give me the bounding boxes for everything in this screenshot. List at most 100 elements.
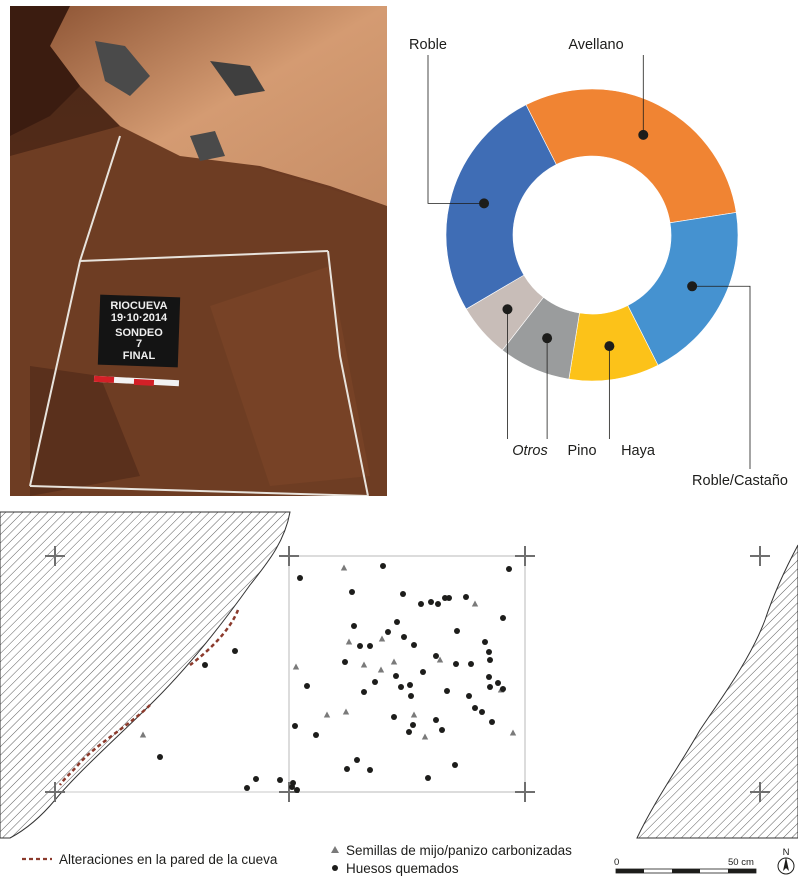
bone-marker [244,785,250,791]
seed-marker [345,638,353,645]
bone-marker [357,643,363,649]
bone-marker [290,780,296,786]
scale-bar-end: 50 cm [728,857,754,868]
board-line-4: 7 [136,338,142,350]
seed-marker [390,658,398,665]
donut-leader-roble-casta-o [692,285,751,469]
bone-marker [435,601,441,607]
seed-marker [340,564,348,571]
grid-cross-7 [515,782,535,802]
board-line-3: SONDEO [115,327,163,339]
bone-marker [253,776,259,782]
bone-marker [361,689,367,695]
bone-marker [391,714,397,720]
seed-legend-marker [331,846,339,853]
bone-marker [482,639,488,645]
seed-marker [471,600,479,607]
site-plan [0,511,798,839]
bone-marker [486,649,492,655]
bone-marker [292,723,298,729]
bone-marker [468,661,474,667]
bone-marker [500,615,506,621]
find-points [139,563,517,793]
bone-marker [463,594,469,600]
north-arrow-icon: N [777,847,795,875]
bone-marker [411,642,417,648]
bone-marker [157,754,163,760]
bone-marker [400,591,406,597]
bone-marker [349,589,355,595]
grid-crosses [45,546,770,802]
bone-marker [454,628,460,634]
bone-marker [313,732,319,738]
donut-slice-roble [445,104,557,310]
donut-label-avellano: Avellano [568,37,623,53]
bone-marker [393,673,399,679]
bone-marker [380,563,386,569]
excavation-square [288,555,526,793]
wood-taxa-donut-chart: Avellano Roble/Castaño Haya Pino Otros Roble [409,37,788,489]
donut-label-pino: Pino [567,443,596,459]
bone-marker [472,705,478,711]
bone-marker [418,601,424,607]
grid-cross-8 [750,782,770,802]
bone-marker [277,777,283,783]
cave-wall-right [636,544,798,839]
bone-marker [410,722,416,728]
scale-bar: 0 50 cm [614,857,757,874]
bone-marker [394,619,400,625]
seed-marker [378,635,386,642]
scale-bar-start: 0 [614,857,619,868]
donut-leader-roble [427,55,485,204]
bone-marker [202,662,208,668]
seed-marker [360,661,368,668]
grid-cross-1 [45,546,65,566]
grid-cross-4 [750,546,770,566]
bone-marker [487,657,493,663]
bone-marker [439,727,445,733]
bone-marker [385,629,391,635]
bone-marker [433,717,439,723]
seed-marker [509,729,517,736]
donut-label-haya: Haya [621,443,656,459]
seed-legend-label: Semillas de mijo/panizo carbonizadas [346,843,572,858]
bone-marker [294,787,300,793]
bone-marker [489,719,495,725]
bone-marker [453,661,459,667]
bone-marker [351,623,357,629]
seed-marker [377,666,385,673]
north-label: N [783,847,790,858]
bone-marker [367,767,373,773]
donut-slice-roble-casta-o [627,212,739,366]
board-line-1: RIOCUEVA [110,300,167,312]
bone-marker [420,669,426,675]
bone-marker [372,679,378,685]
grid-cross-5 [45,782,65,802]
grid-cross-3 [515,546,535,566]
bone-marker [407,682,413,688]
bone-marker [428,599,434,605]
seed-marker [436,656,444,663]
donut-label-roble: Roble [409,37,447,53]
bone-marker [342,659,348,665]
scale-bar-in-photo [93,375,180,387]
wall-alteration-line [58,609,240,786]
bone-marker [433,653,439,659]
bone-marker [486,674,492,680]
bone-marker [487,684,493,690]
bone-marker [466,693,472,699]
bone-marker [406,729,412,735]
bone-marker [495,680,501,686]
donut-marker-roble [479,198,490,209]
bone-marker [304,683,310,689]
bone-marker [479,709,485,715]
bone-marker [232,648,238,654]
bone-marker [444,688,450,694]
bone-legend-label: Huesos quemados [346,861,459,876]
bone-marker [367,643,373,649]
seed-marker [139,731,147,738]
bone-marker [452,762,458,768]
seed-marker [410,711,418,718]
bone-marker [506,566,512,572]
bone-marker [297,575,303,581]
